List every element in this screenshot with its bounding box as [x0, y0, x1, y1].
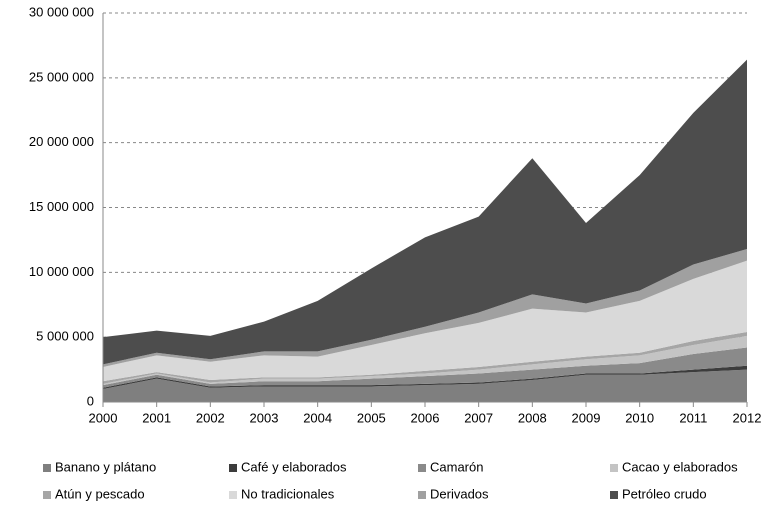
area [103, 248, 747, 367]
x-tick-label: 2009 [572, 410, 601, 425]
area [103, 365, 747, 390]
legend-swatch [43, 491, 51, 499]
x-tick-label: 2008 [518, 410, 547, 425]
legend-label: Banano y plátano [55, 459, 156, 474]
y-tick-label: 5 000 000 [36, 329, 94, 344]
x-tick-label: 2001 [142, 410, 171, 425]
y-tick-label: 25 000 000 [29, 69, 94, 84]
x-tick-label: 2003 [250, 410, 279, 425]
x-tick-label: 2010 [625, 410, 654, 425]
area [103, 260, 747, 382]
legend-swatch [229, 464, 237, 472]
x-tick-label: 2007 [464, 410, 493, 425]
area [103, 347, 747, 388]
area [103, 335, 747, 386]
y-tick-label: 20 000 000 [29, 134, 94, 149]
legend-label: Cacao y elaborados [622, 459, 738, 474]
legend-swatch [43, 464, 51, 472]
x-tick-label: 2000 [89, 410, 118, 425]
area [103, 59, 747, 365]
x-tick-label: 2002 [196, 410, 225, 425]
x-tick-label: 2006 [411, 410, 440, 425]
y-tick-label: 30 000 000 [29, 4, 94, 19]
legend-swatch [418, 491, 426, 499]
x-tick-label: 2011 [679, 410, 707, 425]
y-tick-label: 15 000 000 [29, 199, 94, 214]
legend-label: Derivados [430, 486, 489, 501]
x-tick-label: 2012 [733, 410, 762, 425]
legend-swatch [418, 464, 426, 472]
legend-label: No tradicionales [241, 486, 335, 501]
legend-swatch [610, 464, 618, 472]
area [103, 369, 747, 402]
legend-label: Café y elaborados [241, 459, 347, 474]
x-tick-label: 2004 [303, 410, 332, 425]
legend-swatch [610, 491, 618, 499]
y-tick-label: 0 [87, 393, 94, 408]
y-tick-label: 10 000 000 [29, 264, 94, 279]
legend-label: Camarón [430, 459, 483, 474]
legend-label: Atún y pescado [55, 486, 145, 501]
x-tick-label: 2005 [357, 410, 386, 425]
legend-swatch [229, 491, 237, 499]
legend-label: Petróleo crudo [622, 486, 707, 501]
